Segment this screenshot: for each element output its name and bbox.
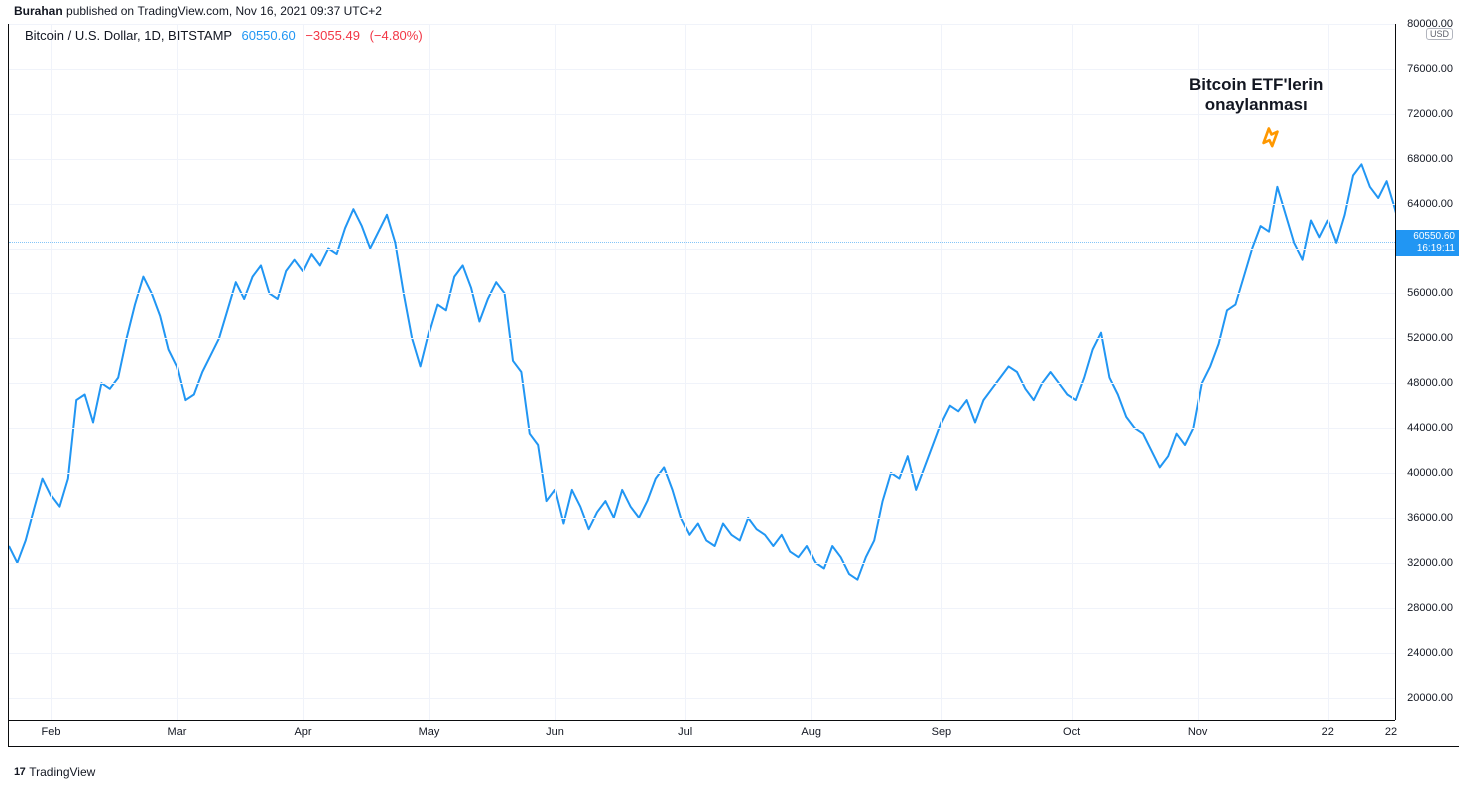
- price-line-chart: [9, 24, 1395, 720]
- grid-line-horizontal: [9, 293, 1395, 294]
- symbol-legend[interactable]: Bitcoin / U.S. Dollar, 1D, BITSTAMP 6055…: [25, 28, 423, 43]
- brand-label: TradingView: [29, 765, 95, 779]
- grid-line-horizontal: [9, 69, 1395, 70]
- current-price-tag: 60550.6016:19:11: [1396, 230, 1459, 256]
- x-axis-label: 22: [1385, 726, 1397, 738]
- y-axis-label: 44000.00: [1407, 422, 1453, 434]
- publish-timestamp: Nov 16, 2021 09:37 UTC+2: [236, 4, 382, 18]
- grid-line-vertical: [303, 24, 304, 720]
- grid-line-vertical: [811, 24, 812, 720]
- x-axis-label: Apr: [294, 726, 311, 738]
- x-axis-label: Jul: [678, 726, 692, 738]
- chart-annotation: Bitcoin ETF'lerinonaylanması: [1189, 75, 1323, 116]
- y-axis-label: 28000.00: [1407, 602, 1453, 614]
- grid-line-horizontal: [9, 204, 1395, 205]
- publish-verb: published on: [66, 4, 134, 18]
- tradingview-logo-icon: 17: [14, 766, 25, 778]
- grid-line-horizontal: [9, 653, 1395, 654]
- grid-line-vertical: [51, 24, 52, 720]
- y-axis-label: 80000.00: [1407, 18, 1453, 30]
- grid-line-horizontal: [9, 338, 1395, 339]
- symbol-name: Bitcoin / U.S. Dollar, 1D, BITSTAMP: [25, 28, 232, 43]
- symbol-price: 60550.60: [241, 28, 295, 43]
- grid-line-vertical: [941, 24, 942, 720]
- y-axis-label: 24000.00: [1407, 647, 1453, 659]
- symbol-change: −3055.49: [305, 28, 360, 43]
- grid-line-vertical: [1198, 24, 1199, 720]
- y-axis-label: 32000.00: [1407, 557, 1453, 569]
- grid-line-horizontal: [9, 249, 1395, 250]
- y-axis-label: 40000.00: [1407, 467, 1453, 479]
- x-axis-label: Oct: [1063, 726, 1080, 738]
- x-axis-label: Mar: [168, 726, 187, 738]
- grid-line-vertical: [685, 24, 686, 720]
- y-axis-label: 52000.00: [1407, 332, 1453, 344]
- x-axis-label: Feb: [42, 726, 61, 738]
- grid-line-horizontal: [9, 518, 1395, 519]
- y-axis-label: 48000.00: [1407, 377, 1453, 389]
- y-axis-label: 68000.00: [1407, 153, 1453, 165]
- y-axis-label: 76000.00: [1407, 63, 1453, 75]
- grid-line-horizontal: [9, 159, 1395, 160]
- grid-line-horizontal: [9, 24, 1395, 25]
- footer-brand[interactable]: 17 TradingView: [14, 765, 95, 779]
- x-axis-label: Sep: [932, 726, 952, 738]
- grid-line-horizontal: [9, 114, 1395, 115]
- symbol-change-pct: (−4.80%): [370, 28, 423, 43]
- publisher-name: Burahan: [14, 4, 63, 18]
- y-axis-label: 20000.00: [1407, 692, 1453, 704]
- x-axis-label: May: [419, 726, 440, 738]
- current-price-line: [9, 242, 1395, 243]
- y-axis-label: 36000.00: [1407, 512, 1453, 524]
- publish-header: Burahan published on TradingView.com, No…: [0, 0, 1467, 22]
- x-axis-label: Jun: [546, 726, 564, 738]
- chart-container: Bitcoin / U.S. Dollar, 1D, BITSTAMP 6055…: [8, 24, 1459, 747]
- y-axis-label: 72000.00: [1407, 108, 1453, 120]
- plot-area[interactable]: Bitcoin ETF'lerinonaylanması: [9, 24, 1395, 720]
- grid-line-vertical: [555, 24, 556, 720]
- grid-line-horizontal: [9, 428, 1395, 429]
- x-axis-label: 22: [1322, 726, 1334, 738]
- grid-line-vertical: [429, 24, 430, 720]
- y-axis[interactable]: USD 20000.0024000.0028000.0032000.003600…: [1395, 24, 1459, 720]
- grid-line-horizontal: [9, 698, 1395, 699]
- x-axis-label: Nov: [1188, 726, 1208, 738]
- grid-line-vertical: [177, 24, 178, 720]
- grid-line-horizontal: [9, 563, 1395, 564]
- grid-line-vertical: [1072, 24, 1073, 720]
- grid-line-horizontal: [9, 608, 1395, 609]
- grid-line-horizontal: [9, 473, 1395, 474]
- y-axis-label: 56000.00: [1407, 287, 1453, 299]
- publish-site: TradingView.com,: [137, 4, 232, 18]
- y-axis-label: 64000.00: [1407, 198, 1453, 210]
- grid-line-vertical: [1328, 24, 1329, 720]
- grid-line-horizontal: [9, 383, 1395, 384]
- x-axis[interactable]: Feb Mar Apr May Jun Jul Aug Sep Oct Nov 22 22: [9, 720, 1395, 746]
- x-axis-label: Aug: [801, 726, 821, 738]
